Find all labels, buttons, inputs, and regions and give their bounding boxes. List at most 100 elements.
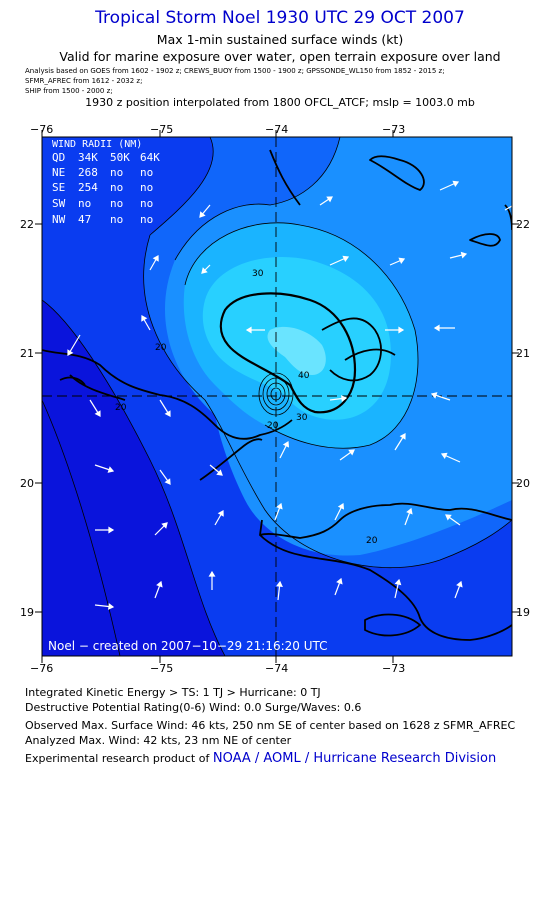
contour-label: 20 — [366, 536, 378, 546]
wind-vector-arrow — [154, 580, 163, 599]
wind-vector-arrow — [159, 399, 171, 417]
wind-vector-arrow — [319, 196, 333, 206]
dpr-line: Destructive Potential Rating(0-6) Wind: … — [25, 701, 362, 714]
contour-label: 30 — [296, 413, 308, 423]
lat-tick-label: 21 — [20, 347, 34, 360]
wind-radii-table: WIND RADII (NM) QD 34K 50K 64K NE 268 no… — [52, 139, 160, 226]
lon-tick-label: −76 — [30, 662, 53, 675]
inagua-north — [369, 155, 425, 191]
lat-tick-label: 22 — [20, 218, 34, 231]
lon-tick-label: −76 — [30, 123, 53, 136]
jamaica-ne — [364, 613, 421, 637]
wind-vector-arrow — [95, 526, 115, 534]
radii-cell: 268 — [78, 166, 98, 179]
radii-header: 34K — [78, 151, 98, 164]
wind-vector-arrow — [141, 314, 151, 331]
wind-vector-arrow — [385, 326, 405, 334]
chart-title: Tropical Storm Noel 1930 UTC 29 OCT 2007 — [95, 8, 465, 28]
wind-vector-arrow — [433, 324, 455, 332]
contour-label: 30 — [252, 269, 264, 279]
radii-cell: NE — [52, 166, 65, 179]
wind-vector-arrow — [404, 507, 413, 526]
radii-cell: no — [140, 197, 153, 210]
wind-vector-arrow — [94, 603, 115, 610]
radii-cell: SW — [52, 197, 66, 210]
lat-tick-label: 19 — [20, 606, 34, 619]
radii-cell: NW — [52, 213, 66, 226]
lon-tick-label: −74 — [265, 662, 288, 675]
long-island — [321, 317, 382, 382]
radii-cell: no — [140, 213, 153, 226]
cuba-south-coast — [259, 502, 512, 539]
wind-vector-arrow — [208, 570, 216, 590]
acklins-crooked — [344, 348, 396, 361]
creation-credit: Noel − created on 2007−10−29 21:16:20 UT… — [48, 639, 328, 653]
wind-vector-arrow — [394, 433, 406, 451]
position-note: 1930 z position interpolated from 1800 O… — [85, 96, 475, 109]
wind-vector-arrow — [439, 180, 460, 191]
cuba-north-coast — [42, 349, 293, 440]
mayaguana — [469, 233, 501, 247]
wind-vector-arrow — [89, 399, 101, 417]
axis-labels: −76 −75 −74 −73 −76 −75 −74 −73 22 21 20… — [20, 123, 530, 675]
lat-tick-label: 20 — [516, 477, 530, 490]
exuma-chain — [269, 149, 301, 206]
lon-tick-label: −73 — [382, 662, 405, 675]
cuba-center — [69, 374, 126, 401]
wind-vector-arrow — [445, 514, 461, 526]
wind-vector-arrow — [339, 449, 355, 461]
wind-vector-arrow — [504, 205, 512, 211]
product-credit: Experimental research product of NOAA / … — [25, 751, 496, 766]
contour-label: 20 — [155, 343, 167, 353]
coastlines — [42, 149, 512, 641]
contour-label: 40 — [298, 371, 310, 381]
contour-label: 20 — [267, 421, 279, 431]
wind-vector-arrow — [209, 464, 223, 476]
contour-45kt — [267, 326, 326, 375]
radii-cell: no — [110, 213, 123, 226]
contour-label: 20 — [115, 403, 127, 413]
radii-cell: no — [140, 181, 153, 194]
cuba-coast-2 — [199, 438, 263, 481]
wind-vector-arrow — [214, 509, 224, 526]
wind-radii-title: WIND RADII (NM) — [52, 139, 142, 150]
wind-vector-arrow — [329, 395, 348, 403]
analysis-line-1: Analysis based on GOES from 1602 - 1902 … — [25, 67, 445, 75]
wind-vector-arrow — [276, 580, 283, 601]
wind-vector-arrow — [394, 578, 402, 599]
ike-line: Integrated Kinetic Energy > TS: 1 TJ > H… — [25, 686, 321, 699]
wind-vector-arrow — [334, 577, 343, 596]
noaa-link[interactable]: NOAA / AOML / Hurricane Research Divisio… — [212, 751, 497, 766]
lon-tick-label: −75 — [150, 662, 173, 675]
lat-tick-label: 22 — [516, 218, 530, 231]
wind-vector-arrow — [449, 251, 468, 259]
lon-tick-label: −74 — [265, 123, 288, 136]
lon-tick-label: −73 — [382, 123, 405, 136]
wind-vector-arrow — [199, 204, 211, 218]
wind-contours: 30 20 20 40 30 20 20 WIND RADII (NM) QD … — [42, 137, 512, 656]
analyzed-max-wind: Analyzed Max. Wind: 42 kts, 23 nm NE of … — [25, 734, 292, 747]
wind-vector-arrow — [154, 522, 168, 536]
radii-header: QD — [52, 151, 65, 164]
wind-vector-arrow — [329, 255, 350, 266]
product-prefix: Experimental research product of — [25, 752, 210, 765]
lat-tick-label: 21 — [516, 347, 530, 360]
isotach-40-line — [219, 292, 357, 414]
observed-max-wind: Observed Max. Surface Wind: 46 kts, 250 … — [25, 719, 516, 732]
wind-vector-arrow — [67, 334, 81, 357]
subtitle-exposure: Valid for marine exposure over water, op… — [59, 49, 501, 64]
wind-vector-arrow — [94, 464, 115, 473]
wind-vectors — [67, 180, 512, 610]
radii-cell: no — [140, 166, 153, 179]
radii-cell: no — [110, 166, 123, 179]
radii-header: 50K — [110, 151, 130, 164]
wind-vector-arrow — [334, 502, 345, 521]
map-frame — [41, 136, 513, 657]
lat-tick-label: 20 — [20, 477, 34, 490]
wind-vector-arrow — [201, 264, 211, 274]
wind-vector-arrow — [430, 392, 451, 401]
wind-vector-arrow — [440, 452, 461, 463]
subtitle-winds: Max 1-min sustained surface winds (kt) — [156, 32, 404, 47]
wind-vector-arrow — [454, 580, 463, 599]
radii-cell: 254 — [78, 181, 98, 194]
